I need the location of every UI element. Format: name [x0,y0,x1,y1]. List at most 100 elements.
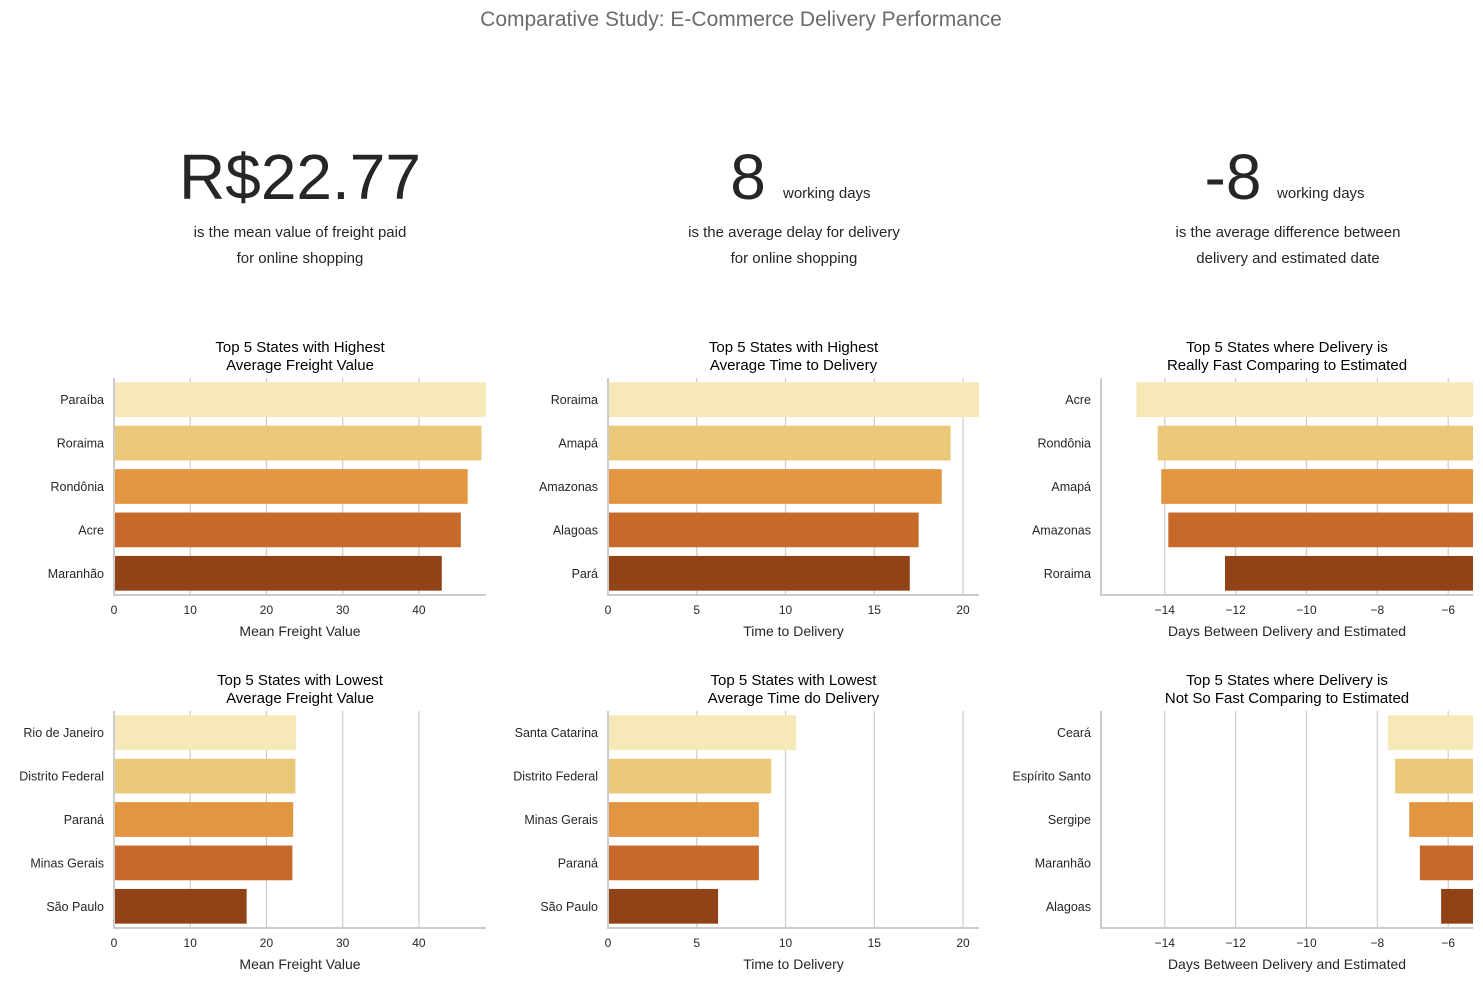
chart-title: Average Time to Delivery [710,357,878,374]
category-label: Amapá [1051,480,1091,494]
category-label: Rio de Janeiro [23,726,104,740]
bar [608,512,919,548]
chart-title: Not So Fast Comparing to Estimated [1165,690,1409,707]
bar [114,845,293,881]
bar [1157,425,1473,461]
kpi-value: -8 [1205,141,1262,213]
x-axis-label: Mean Freight Value [239,623,360,639]
category-label: Maranhão [1035,856,1091,870]
kpi-description-line2: for online shopping [731,250,858,267]
kpi-unit: working days [1276,185,1365,202]
chart-title: Top 5 States where Delivery is [1186,339,1388,356]
category-label: Paraná [64,813,104,827]
x-tick-label: −14 [1155,936,1176,950]
category-label: Paraíba [60,393,104,407]
x-tick-label: 15 [868,603,882,617]
x-axis-label: Mean Freight Value [239,956,360,972]
category-label: Minas Gerais [30,856,104,870]
x-axis-label: Days Between Delivery and Estimated [1168,956,1406,972]
x-tick-label: 0 [111,936,118,950]
bar [1161,469,1473,504]
bar [1395,758,1473,794]
category-label: Acre [78,523,104,537]
kpi-value: 8 [730,141,766,213]
x-tick-label: 5 [693,936,700,950]
category-label: Espírito Santo [1012,770,1091,784]
bar [1136,382,1473,418]
kpi-description-line2: delivery and estimated date [1196,250,1379,267]
bar [114,469,468,504]
category-label: Roraima [57,437,104,451]
kpi-value: R$22.77 [179,141,421,213]
category-label: São Paulo [46,900,104,914]
x-tick-label: 5 [693,603,700,617]
x-tick-label: 30 [336,936,350,950]
bar [114,888,247,924]
bar [608,382,979,418]
bar [608,758,772,794]
x-tick-label: 20 [260,936,274,950]
category-label: Amazonas [539,480,598,494]
x-tick-label: −10 [1296,603,1317,617]
chart-title: Really Fast Comparing to Estimated [1167,357,1407,374]
bar [114,425,482,461]
bar [114,802,294,837]
bar [114,758,296,794]
x-tick-label: 20 [956,936,970,950]
chart-title: Top 5 States with Lowest [217,672,384,689]
bar [114,512,461,548]
bar [608,469,942,504]
x-tick-label: −8 [1370,603,1384,617]
category-label: Amazonas [1032,523,1091,537]
bar [1441,888,1473,924]
category-label: Roraima [1044,567,1091,581]
x-tick-label: −12 [1225,936,1246,950]
bar [608,555,910,591]
category-label: Paraná [558,856,598,870]
bar [114,382,486,418]
bar [114,555,442,591]
bar [608,888,719,924]
x-tick-label: −6 [1441,936,1455,950]
chart-title: Top 5 States with Highest [215,339,385,356]
kpi-unit: working days [782,185,871,202]
bar [608,845,759,881]
bar [608,425,951,461]
kpi-freight: R$22.77 is the mean value of freight pai… [179,141,421,267]
category-label: Rondônia [50,480,104,494]
x-tick-label: 0 [605,603,612,617]
category-label: Roraima [551,393,598,407]
chart-title: Average Freight Value [226,690,374,707]
bar [1225,555,1473,591]
chart-title: Average Time do Delivery [708,690,880,707]
category-label: São Paulo [540,900,598,914]
x-axis-label: Days Between Delivery and Estimated [1168,623,1406,639]
figure-title: Comparative Study: E-Commerce Delivery P… [480,8,1002,31]
x-tick-label: 0 [605,936,612,950]
bar-panels: Top 5 States with Highest Average Freight… [19,339,1473,972]
x-tick-label: −8 [1370,936,1384,950]
x-tick-label: −12 [1225,603,1246,617]
category-label: Acre [1065,393,1091,407]
category-label: Pará [572,567,598,581]
category-label: Ceará [1057,726,1091,740]
category-label: Maranhão [48,567,104,581]
bar [608,802,759,837]
x-axis-label: Time to Delivery [743,956,844,972]
bar [1419,845,1473,881]
category-label: Sergipe [1048,813,1091,827]
x-tick-label: 20 [956,603,970,617]
category-label: Distrito Federal [513,770,598,784]
x-tick-label: 40 [412,936,426,950]
chart-title: Top 5 States with Lowest [711,672,878,689]
x-tick-label: 0 [111,603,118,617]
x-tick-label: 10 [779,603,793,617]
x-tick-label: 40 [412,603,426,617]
bar [114,715,297,751]
x-tick-label: 10 [184,936,198,950]
